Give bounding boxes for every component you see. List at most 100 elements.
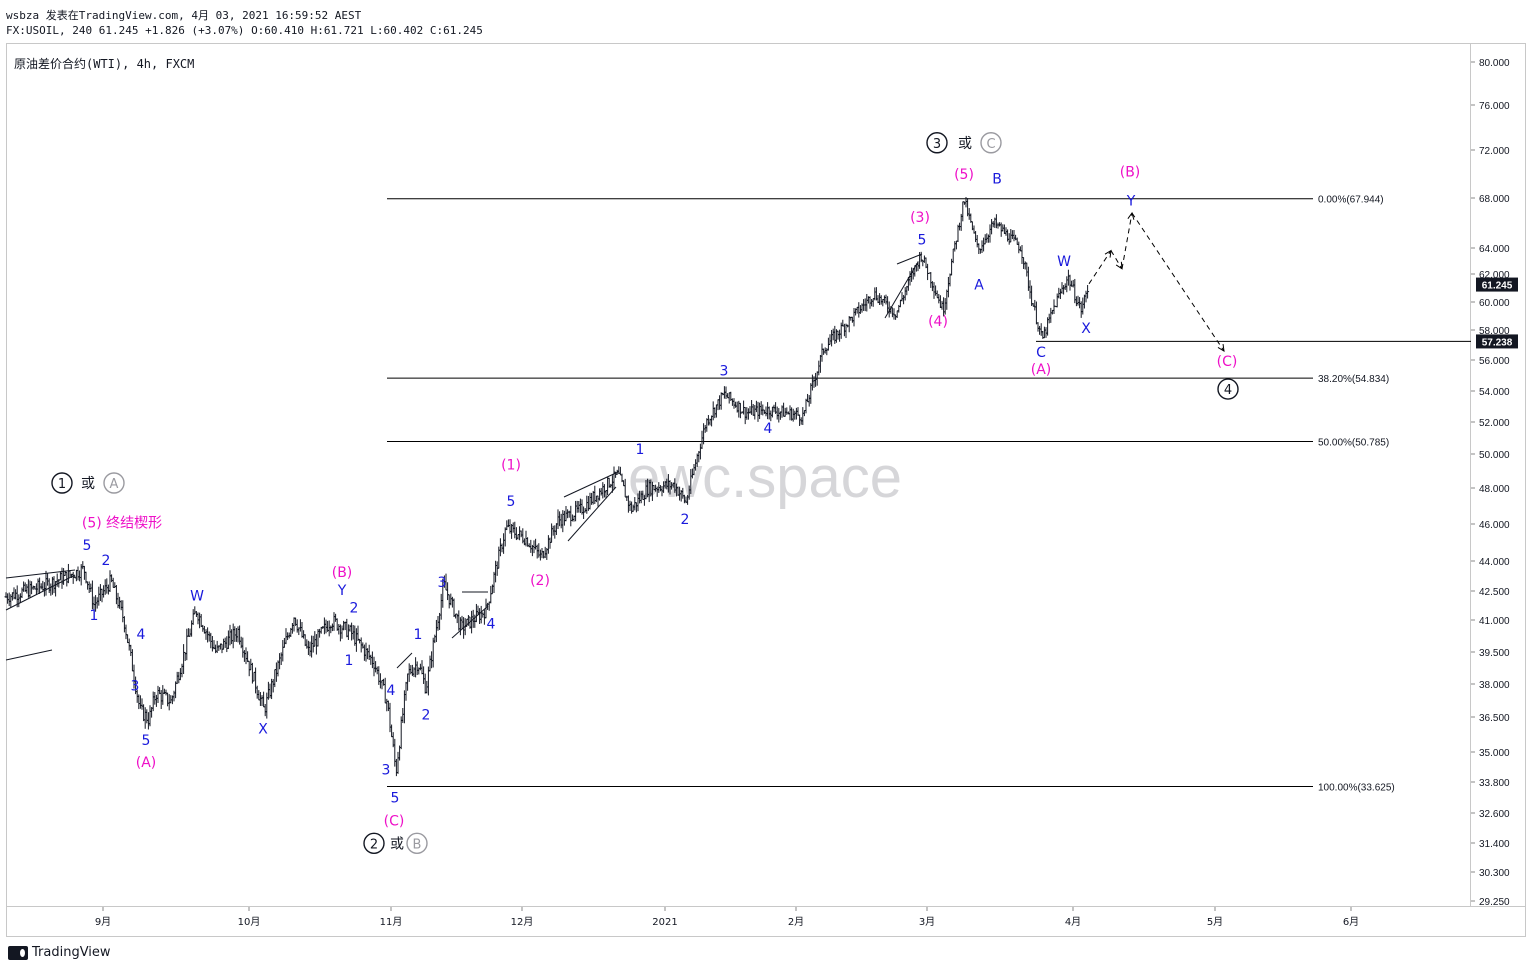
wave-label-circle [1217,378,1239,400]
price-axis[interactable] [1471,43,1526,907]
wave-label: A [110,477,119,492]
wave-label: 5 [918,232,927,248]
wave-label: X [258,721,268,737]
wave-label: 1 [345,653,354,669]
wave-label: 5 [83,538,92,554]
time-axis-label: 11月 [380,916,403,928]
wave-label: (B) [332,565,353,581]
price-axis-label: 72.000 [1479,146,1510,157]
projection-arrowhead [1115,261,1123,270]
price-axis-label: 60.000 [1479,298,1510,309]
wave-label: (B) [1120,164,1141,180]
projection-arrowhead [1104,249,1112,258]
time-axis[interactable] [6,907,1526,937]
time-axis-label: 2021 [652,917,677,928]
price-axis-label: 50.000 [1479,450,1510,461]
trendline [884,261,919,319]
published-label: 发表在TradingView.com, [45,9,185,22]
wave-label: 4 [764,421,773,437]
price-tag-box [1476,277,1518,292]
ohlc-line: FX:USOIL, 240 61.245 +1.826 (+3.07%) O:6… [6,24,483,37]
price-axis-label: 68.000 [1479,194,1510,205]
price-axis-label: 76.000 [1479,101,1510,112]
open-value: O:60.410 [251,24,305,37]
tradingview-logo-icon [8,945,28,960]
trendline [896,253,923,265]
wave-label: (3) [910,210,930,226]
price-tag-box [1476,334,1518,349]
price-axis-label: 54.000 [1479,387,1510,398]
time-axis-label: 9月 [95,916,111,928]
wave-label: 2 [350,600,359,616]
wave-label: (A) [136,755,157,771]
price-axis-label: 62.000 [1479,270,1510,281]
wave-label: 4 [387,683,396,699]
wave-label: 或 [81,476,95,492]
wave-label: 3 [131,679,140,695]
wave-label: B [413,837,422,852]
wave-label: 5 [142,733,151,749]
wave-label-circle [926,132,948,154]
price-change: +1.826 (+3.07%) [145,24,245,37]
wave-label: 或 [958,136,972,152]
wave-label: Y [1126,194,1136,210]
time-axis-label: 3月 [919,916,935,928]
wave-label: 5 [391,791,400,807]
wave-label: 3 [720,364,729,380]
wave-label: C [1036,345,1046,361]
wave-label: 2 [681,512,690,528]
wave-label: 2 [102,553,111,569]
price-axis-label: 32.600 [1479,809,1510,820]
wave-label-circle [103,472,125,494]
time-axis-label: 12月 [511,916,534,928]
publish-datetime: 4月 03, 2021 16:59:52 AEST [191,9,362,22]
time-axis-label: 4月 [1065,916,1081,928]
author: wsbza [6,9,40,22]
trendline [451,605,489,639]
trendline [567,486,617,542]
wave-label-circle [51,472,73,494]
wave-label: Y [337,583,347,599]
price-axis-label: 42.500 [1479,587,1510,598]
time-axis-label: 6月 [1343,916,1359,928]
wave-label: 2 [370,837,378,852]
price-axis-label: 64.000 [1479,244,1510,255]
publish-line: wsbza 发表在TradingView.com, 4月 03, 2021 16… [6,7,361,23]
price-tag-label: 61.245 [1482,281,1513,292]
price-axis-label: 38.000 [1479,680,1510,691]
wave-label: 2 [422,707,431,723]
wave-label: (A) [1031,362,1052,378]
footer-brand[interactable]: TradingView [8,945,111,960]
trendline [5,574,76,611]
low-value: L:60.402 [370,24,424,37]
chart-pane[interactable] [6,43,1471,907]
high-value: H:61.721 [310,24,364,37]
wave-label: B [992,172,1002,188]
trendline [563,471,619,498]
wave-label: (C) [384,814,405,830]
wave-label: (5) [954,167,974,183]
wave-label-circle [980,132,1002,154]
price-axis-label: 29.250 [1479,897,1510,908]
price-axis-label: 48.000 [1479,484,1510,495]
projection-segment [1088,250,1112,285]
wave-label: W [190,589,204,605]
wave-label: 3 [933,137,941,152]
time-axis-label: 5月 [1207,916,1223,928]
last-price: 61.245 [98,24,139,37]
wave-label: 1 [90,608,99,624]
price-axis-label: 33.800 [1479,778,1510,789]
time-axis-label: 2月 [788,916,804,928]
price-tag-label: 57.238 [1482,337,1513,348]
trendline [5,569,76,579]
trendline [396,652,413,669]
wave-label: 3 [438,575,447,591]
wave-label: 4 [1224,383,1232,398]
wave-label: A [974,277,984,293]
price-axis-label: 44.000 [1479,557,1510,568]
fib-level-label: 50.00%(50.785) [1318,437,1389,448]
wave-label-circle [406,832,428,854]
wave-label: 1 [58,477,66,492]
price-axis-label: 35.000 [1479,748,1510,759]
wave-label: X [1081,321,1091,337]
